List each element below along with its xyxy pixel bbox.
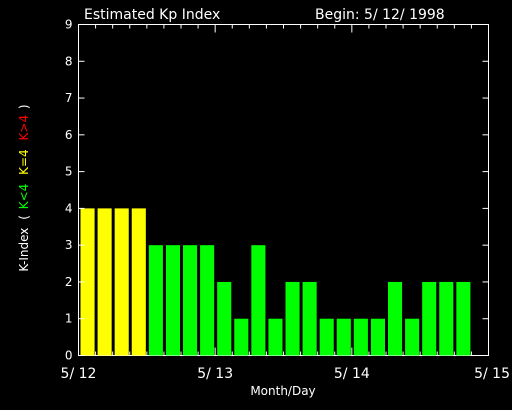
y-axis-label-close: ) xyxy=(17,104,31,109)
begin-date-label: Begin: 5/ 12/ 1998 xyxy=(315,7,445,23)
bar xyxy=(370,318,385,356)
bar xyxy=(165,245,180,356)
chart-title: Estimated Kp Index xyxy=(84,7,220,23)
bar xyxy=(422,281,437,356)
y-axis-label-open: ( xyxy=(17,215,31,220)
bar xyxy=(114,208,129,356)
bars-group xyxy=(80,208,471,356)
bar xyxy=(439,281,454,356)
bar xyxy=(148,245,163,356)
y-tick-label: 9 xyxy=(65,18,73,32)
x-tick-label: 5/ 14 xyxy=(334,366,370,382)
bar xyxy=(388,281,403,356)
bar xyxy=(131,208,146,356)
y-tick-label: 6 xyxy=(65,128,73,142)
x-axis: 5/ 12 5/ 13 5/ 14 5/ 15 xyxy=(61,24,510,382)
bar xyxy=(97,208,112,356)
bar xyxy=(251,245,266,356)
y-axis-label-prefix: K-Index xyxy=(17,228,31,272)
x-tick-label: 5/ 13 xyxy=(197,366,233,382)
x-axis-label: Month/Day xyxy=(250,384,315,398)
y-axis: 0 1 2 3 4 5 6 7 8 9 xyxy=(65,18,489,363)
y-tick-label: 0 xyxy=(65,349,73,363)
y-tick-label: 2 xyxy=(65,275,73,289)
bar xyxy=(405,318,420,356)
y-axis-label-low: K<4 xyxy=(17,184,31,210)
y-axis-label-mid: K=4 xyxy=(17,149,31,175)
bar xyxy=(456,281,471,356)
bar xyxy=(319,318,334,356)
svg-text:K-Index ( K<4: K-Index ( K<4 K=4 K>4 ) xyxy=(17,104,31,271)
bar xyxy=(268,318,283,356)
bar xyxy=(353,318,368,356)
y-tick-label: 1 xyxy=(65,312,73,326)
y-axis-label: K-Index ( K<4 K=4 K>4 ) xyxy=(17,104,31,271)
bar xyxy=(217,281,232,356)
y-tick-label: 5 xyxy=(65,165,73,179)
y-tick-label: 7 xyxy=(65,91,73,105)
bar xyxy=(200,245,215,356)
bar xyxy=(285,281,300,356)
bar xyxy=(183,245,198,356)
bar xyxy=(234,318,249,356)
y-axis-label-high: K>4 xyxy=(17,115,31,141)
y-tick-label: 3 xyxy=(65,238,73,252)
x-tick-label: 5/ 12 xyxy=(61,366,97,382)
bar xyxy=(302,281,317,356)
y-tick-label: 4 xyxy=(65,201,73,215)
x-tick-label: 5/ 15 xyxy=(474,366,510,382)
y-tick-label: 8 xyxy=(65,54,73,68)
bar xyxy=(336,318,351,356)
